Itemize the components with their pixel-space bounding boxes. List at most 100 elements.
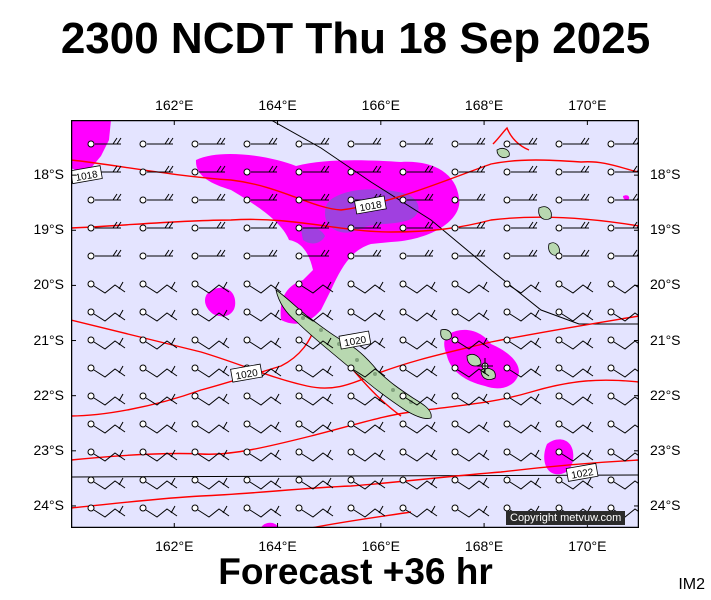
wind-barb <box>555 221 590 232</box>
wind-barb <box>399 476 438 490</box>
wind-barb <box>191 448 230 462</box>
wind-barb <box>347 392 386 406</box>
wind-barb <box>607 193 639 204</box>
wind-barb <box>607 221 639 232</box>
wind-barb <box>451 476 490 490</box>
wind-barb <box>87 364 126 378</box>
black-track-lines <box>71 120 639 478</box>
wind-barb <box>451 280 490 294</box>
longitude-label-top: 164°E <box>258 97 297 113</box>
wind-barb <box>399 308 438 322</box>
wind-barb <box>399 364 438 378</box>
wind-barb <box>87 193 122 204</box>
longitude-label-bottom: 168°E <box>464 538 504 554</box>
isobar-label: 1018 <box>71 165 103 185</box>
wind-barb <box>503 165 538 176</box>
latitude-label-right: 21°S <box>650 331 681 348</box>
wind-barb <box>243 165 278 176</box>
longitude-label-top: 162°E <box>155 97 194 113</box>
wind-barb <box>87 280 126 294</box>
wind-barb <box>87 137 122 148</box>
latitude-label-right: 22°S <box>650 386 681 403</box>
longitude-label-top: 168°E <box>464 97 504 113</box>
svg-text:1018: 1018 <box>359 200 383 215</box>
wind-barb <box>347 137 382 148</box>
wind-barb <box>243 193 278 204</box>
wind-barb <box>607 165 639 176</box>
wind-barb <box>139 137 174 148</box>
wind-barb <box>347 504 386 518</box>
wind-barb <box>87 249 122 260</box>
wind-barb <box>243 448 282 462</box>
wind-barb <box>503 420 542 434</box>
wind-barb <box>87 392 126 406</box>
isobar-label: 1020 <box>230 363 263 383</box>
svg-text:1018: 1018 <box>75 169 99 184</box>
wind-barb <box>347 249 382 260</box>
wind-barb <box>399 392 438 406</box>
wind-barb <box>607 392 639 406</box>
wind-barb <box>555 308 594 322</box>
map-title: 2300 NCDT Thu 18 Sep 2025 <box>60 14 651 63</box>
latitude-label-left: 20°S <box>33 276 64 293</box>
wind-barb <box>191 280 230 294</box>
wind-barb <box>555 280 594 294</box>
wind-barb <box>295 364 334 378</box>
wind-barb <box>139 308 178 322</box>
wind-barb <box>503 392 542 406</box>
vanuatu-island-2 <box>538 206 552 220</box>
latitude-label-right: 23°S <box>650 441 681 458</box>
svg-text:1020: 1020 <box>343 335 367 350</box>
isobar-8 <box>71 459 639 509</box>
wind-barb <box>503 364 542 378</box>
wind-barb <box>451 392 490 406</box>
wind-barb <box>243 476 282 490</box>
wind-barb <box>191 476 230 490</box>
longitude-label-bottom: 164°E <box>258 538 297 554</box>
wind-barb <box>295 420 334 434</box>
wind-barb <box>607 137 639 148</box>
copyright-notice: Copyright metvuw.com <box>506 511 626 525</box>
wind-barb <box>191 249 226 260</box>
wind-barb <box>555 193 590 204</box>
wind-barb <box>191 221 226 232</box>
wind-barb <box>555 249 590 260</box>
wind-barb <box>347 221 382 232</box>
wind-barb <box>295 280 334 294</box>
wind-barb <box>191 193 226 204</box>
wind-barb <box>191 336 230 350</box>
wind-barb <box>555 448 594 462</box>
wind-barb <box>139 448 178 462</box>
image-code: IM2 <box>678 576 705 593</box>
wind-barb <box>139 280 178 294</box>
vanuatu-island-1 <box>496 148 510 158</box>
forecast-label: Forecast +36 hr <box>218 551 493 592</box>
wind-barb <box>243 280 282 294</box>
wind-barb <box>139 476 178 490</box>
wind-barb <box>503 193 538 204</box>
wind-barb <box>295 448 334 462</box>
low-pressure-marker <box>477 358 493 374</box>
svg-text:1022: 1022 <box>571 467 595 482</box>
wind-barb <box>503 448 542 462</box>
svg-text:1020: 1020 <box>235 368 259 383</box>
wind-barb <box>87 308 126 322</box>
wind-barb <box>191 420 230 434</box>
wind-barb <box>399 448 438 462</box>
wind-barb <box>139 221 174 232</box>
heavy-rain-west <box>301 227 325 244</box>
latitude-label-left: 24°S <box>33 496 64 513</box>
wind-barb <box>503 336 542 350</box>
isobar-label: 1020 <box>338 330 372 350</box>
wind-barb <box>451 504 490 518</box>
wind-barb <box>243 392 282 406</box>
wind-barb <box>243 308 282 322</box>
latitude-label-left: 21°S <box>33 331 64 348</box>
wind-barb <box>555 364 594 378</box>
wind-barb <box>295 336 334 350</box>
wind-barb <box>139 504 178 518</box>
wind-barb <box>503 280 542 294</box>
wind-barb <box>451 221 486 232</box>
isobar-labels: 1018 1018 1020 1020 1022 <box>71 165 599 482</box>
land-masses <box>275 148 560 419</box>
